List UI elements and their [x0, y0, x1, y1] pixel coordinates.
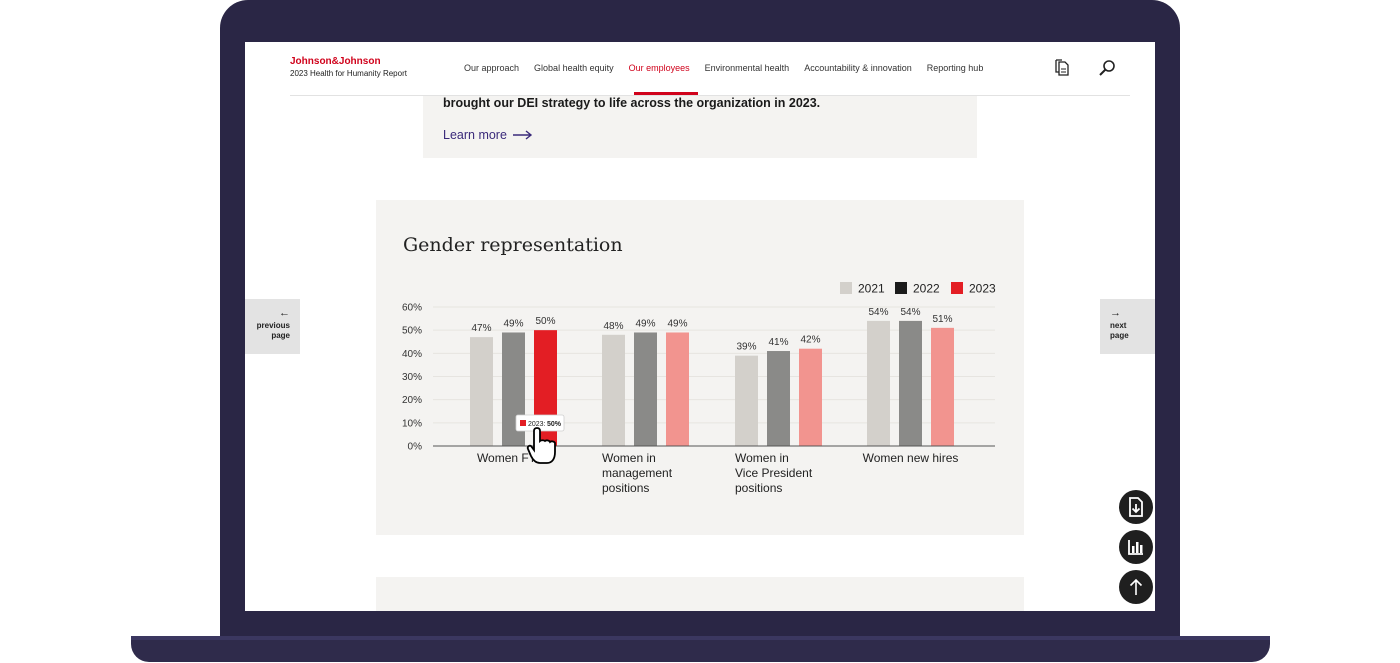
category-label: Women in: [602, 451, 656, 465]
bar: [666, 332, 689, 446]
nav-reporting-hub[interactable]: Reporting hub: [926, 63, 984, 73]
category-label: Women in: [735, 451, 789, 465]
learn-more-label: Learn more: [443, 128, 507, 142]
category-label: Vice President: [735, 466, 813, 480]
legend-label: 2023: [969, 282, 996, 296]
legend-swatch: [951, 282, 963, 294]
bar: [735, 355, 758, 446]
category-label: positions: [735, 481, 782, 495]
y-tick-label: 40%: [402, 349, 422, 360]
tooltip-series: 2023:: [528, 421, 546, 428]
back-to-top-button[interactable]: [1119, 570, 1153, 604]
search-icon[interactable]: [1097, 58, 1117, 78]
download-report-button[interactable]: [1119, 490, 1153, 524]
gender-representation-card: Gender representation 0% 10% 20% 30% 40% 50% 6…: [376, 200, 1024, 535]
bar: [867, 320, 890, 446]
y-tick-label: 20%: [402, 395, 422, 406]
category-label: positions: [602, 481, 649, 495]
data-label: 41%: [768, 337, 788, 348]
brand[interactable]: Johnson&Johnson 2023 Health for Humanity…: [290, 56, 407, 80]
laptop-screen: brought our DEI strategy to life across …: [245, 42, 1155, 611]
nav-our-approach[interactable]: Our approach: [464, 63, 520, 73]
data-label: 48%: [603, 321, 623, 332]
callout-text: brought our DEI strategy to life across …: [443, 96, 821, 110]
hand-cursor-shape: [526, 427, 556, 464]
site-header: Johnson&Johnson 2023 Health for Humanity…: [245, 42, 1155, 96]
legend-swatch: [840, 282, 852, 294]
legend-label: 2021: [858, 282, 885, 296]
hand-cursor-icon: [526, 427, 556, 464]
data-label: 47%: [471, 323, 491, 334]
next-page-button[interactable]: → next page: [1100, 299, 1155, 354]
next-label-2: page: [1110, 331, 1129, 340]
learn-more-link[interactable]: Learn more: [443, 128, 533, 142]
arrow-right-icon: →: [1110, 307, 1121, 319]
data-label: 50%: [535, 316, 555, 327]
active-nav-underline: [634, 92, 698, 95]
y-tick-label: 60%: [402, 303, 422, 314]
data-charts-button[interactable]: [1119, 530, 1153, 564]
next-label-1: next: [1110, 321, 1127, 330]
bar-chart-icon: [1128, 540, 1143, 555]
bar: [470, 337, 493, 446]
report-title: 2023 Health for Humanity Report: [290, 69, 407, 78]
bar: [602, 334, 625, 446]
arrow-up-icon: [1129, 578, 1143, 595]
bar: [767, 351, 790, 446]
nav-environmental-health[interactable]: Environmental health: [704, 63, 790, 73]
bar: [634, 332, 657, 446]
data-label: 54%: [900, 307, 920, 318]
previous-page-button[interactable]: ← previous page: [245, 299, 300, 354]
gender-bar-chart: 0%10%20%30%40%50%60%47% 49% 50%Women FTEs4…: [402, 282, 996, 496]
legend-label: 2022: [913, 282, 940, 296]
next-section-card: [376, 577, 1024, 611]
y-tick-label: 30%: [402, 372, 422, 383]
y-tick-label: 0%: [408, 442, 423, 453]
previous-label-2: page: [271, 331, 290, 340]
tooltip-value: 50%: [547, 421, 562, 428]
data-label: 39%: [736, 342, 756, 353]
bar: [899, 320, 922, 446]
tooltip-swatch: [520, 420, 526, 426]
arrow-left-icon: ←: [279, 307, 290, 319]
y-tick-label: 50%: [402, 326, 422, 337]
nav-accountability-innovation[interactable]: Accountability & innovation: [804, 63, 912, 73]
bar: [799, 348, 822, 446]
dei-callout: brought our DEI strategy to life across …: [423, 84, 977, 158]
bar: [931, 327, 954, 446]
header-divider: [290, 95, 1130, 96]
data-label: 49%: [667, 318, 687, 329]
arrow-right-icon: [512, 130, 533, 140]
brand-logo: Johnson&Johnson: [290, 56, 381, 67]
chart-title: Gender representation: [403, 234, 623, 256]
data-label: 54%: [868, 307, 888, 318]
data-label: 49%: [635, 318, 655, 329]
laptop-base-edge: [131, 636, 1270, 640]
data-label: 49%: [503, 318, 523, 329]
laptop-base: [131, 636, 1270, 662]
nav-global-health-equity[interactable]: Global health equity: [534, 63, 614, 73]
y-tick-label: 10%: [402, 418, 422, 429]
category-label: management: [602, 466, 673, 480]
data-label: 42%: [800, 335, 820, 346]
nav-our-employees[interactable]: Our employees: [628, 63, 690, 73]
download-document-icon: [1129, 497, 1143, 517]
main-nav: Our approach Global health equity Our em…: [464, 63, 983, 73]
category-label: Women new hires: [863, 451, 959, 465]
previous-label-1: previous: [256, 321, 290, 330]
data-label: 51%: [932, 314, 952, 325]
legend-swatch: [895, 282, 907, 294]
report-pages-icon[interactable]: [1052, 58, 1072, 78]
